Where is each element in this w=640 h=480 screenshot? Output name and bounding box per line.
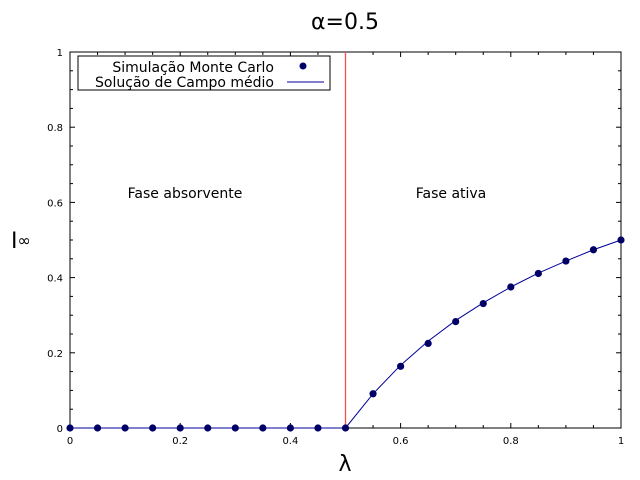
monte-carlo-points	[66, 236, 625, 432]
data-point	[286, 424, 294, 432]
data-point	[617, 236, 625, 244]
legend-entry-mean-field: Solução de Campo médio	[95, 75, 274, 91]
data-point	[259, 424, 267, 432]
y-axis-label-subscript: ∞	[18, 231, 31, 250]
data-point	[452, 317, 460, 326]
y-tick-label: 1	[57, 48, 63, 59]
chart-title: α=0.5	[311, 10, 379, 35]
y-axis-label-main: I	[11, 229, 18, 254]
data-point	[507, 283, 515, 291]
legend: Simulação Monte Carlo Solução de Campo m…	[77, 55, 331, 91]
data-point	[66, 424, 74, 432]
y-axis-label: I∞	[11, 229, 31, 254]
legend-box	[77, 55, 331, 91]
x-tick-label: 0.4	[282, 436, 298, 447]
data-point	[204, 424, 212, 432]
x-axis-label: λ	[338, 452, 351, 477]
data-point	[534, 269, 542, 278]
data-point	[562, 257, 570, 265]
y-tick-label: 0.6	[47, 198, 63, 209]
data-point	[231, 424, 239, 432]
x-tick-label: 0.6	[393, 436, 409, 447]
y-tick-labels: 0 0.2 0.4 0.6 0.8 1	[47, 48, 63, 435]
y-tick-label: 0	[57, 424, 63, 435]
legend-entry-monte-carlo: Simulação Monte Carlo	[112, 60, 274, 76]
y-tick-label: 0.4	[47, 274, 63, 285]
data-point	[589, 246, 598, 254]
data-point	[314, 424, 322, 432]
data-point	[176, 424, 184, 432]
data-point	[479, 299, 487, 308]
y-tick-label: 0.2	[47, 349, 63, 360]
data-point	[149, 424, 157, 432]
x-tick-label: 1	[618, 436, 624, 447]
data-point	[369, 390, 377, 398]
absorbing-phase-label: Fase absorvente	[128, 186, 243, 202]
x-tick-label: 0	[67, 436, 73, 447]
data-point	[121, 424, 129, 432]
active-phase-label: Fase ativa	[416, 186, 487, 202]
legend-marker-monte-carlo	[299, 62, 307, 70]
x-tick-labels: 0 0.2 0.4 0.6 0.8 1	[67, 436, 624, 447]
x-tick-label: 0.8	[503, 436, 519, 447]
data-point	[341, 424, 350, 432]
data-point	[93, 424, 102, 432]
data-point	[424, 339, 432, 347]
data-point	[397, 362, 405, 370]
x-tick-label: 0.2	[172, 436, 188, 447]
y-tick-label: 0.8	[47, 123, 63, 134]
